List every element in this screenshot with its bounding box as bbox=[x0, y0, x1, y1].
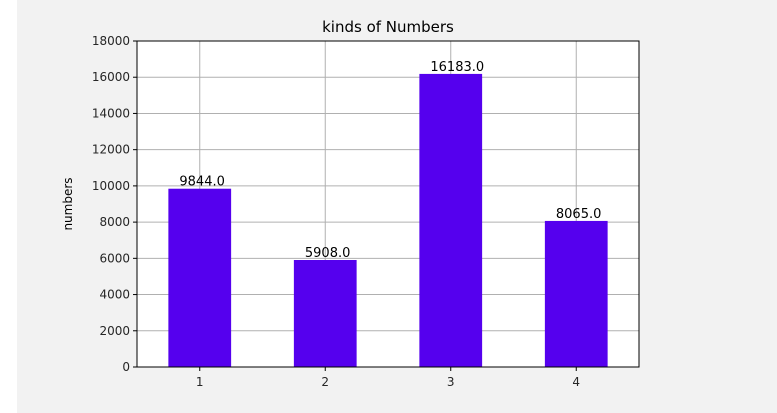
figure-background: 0 2000 4000 6000 8000 10000 12000 14000 16000 180… bbox=[17, 0, 777, 413]
x-axis: 1 2 3 4 bbox=[196, 367, 580, 389]
y-tick-label: 14000 bbox=[92, 106, 130, 120]
y-tick-label: 18000 bbox=[92, 34, 130, 48]
value-label-1: 9844.0 bbox=[179, 175, 225, 190]
bar-1 bbox=[168, 188, 232, 367]
y-tick-label: 2000 bbox=[99, 324, 130, 338]
y-tick-label: 4000 bbox=[99, 288, 130, 302]
y-tick-label: 12000 bbox=[92, 143, 130, 157]
bar-4 bbox=[544, 220, 608, 367]
value-label-4: 8065.0 bbox=[556, 207, 602, 222]
x-tick-label: 3 bbox=[447, 375, 455, 389]
value-label-3: 16183.0 bbox=[430, 60, 484, 75]
value-label-2: 5908.0 bbox=[305, 246, 351, 261]
bar-2 bbox=[293, 259, 357, 367]
bar-3 bbox=[419, 73, 483, 367]
y-tick-label: 16000 bbox=[92, 70, 130, 84]
bar-chart: 0200040006000800010000120001400016000180… bbox=[61, 18, 640, 389]
value-labels: 9844.0 5908.0 16183.0 8065.0 bbox=[179, 60, 601, 261]
y-tick-label: 0 bbox=[122, 360, 130, 374]
x-tick-label: 2 bbox=[321, 375, 329, 389]
bars bbox=[168, 73, 608, 367]
y-tick-label: 10000 bbox=[92, 179, 130, 193]
y-tick-label: 8000 bbox=[99, 215, 130, 229]
x-tick-label: 4 bbox=[572, 375, 580, 389]
y-axis: 0 2000 4000 6000 8000 10000 12000 14000 16000 180… bbox=[92, 34, 137, 374]
x-tick-label: 1 bbox=[196, 375, 204, 389]
y-tick-label: 6000 bbox=[99, 251, 130, 265]
y-axis-label: numbers bbox=[61, 177, 75, 230]
chart-title: kinds of Numbers bbox=[322, 18, 454, 36]
plot-frame bbox=[136, 40, 640, 368]
